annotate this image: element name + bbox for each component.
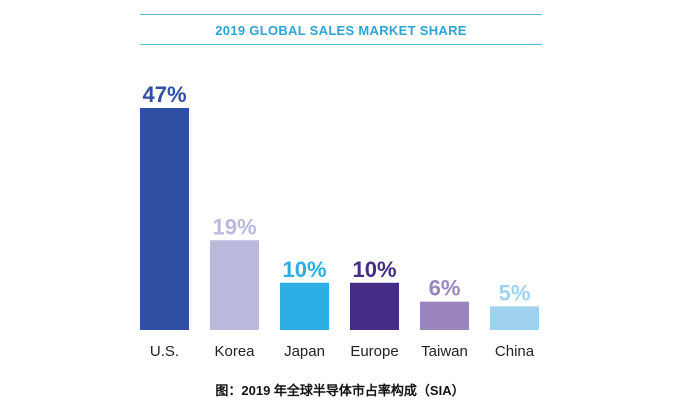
value-label: 6% (429, 276, 461, 301)
category-label: U.S. (150, 343, 179, 360)
value-label: 10% (352, 257, 396, 282)
category-label: Japan (284, 343, 325, 360)
value-label: 47% (142, 82, 186, 107)
category-label: Korea (214, 343, 255, 360)
title-top-rule (140, 14, 542, 15)
figure-caption: 图：2019 年全球半导体市占率构成（SIA） (215, 383, 465, 398)
category-label: China (495, 343, 535, 360)
bar-japan (280, 282, 329, 330)
category-label: Taiwan (421, 343, 468, 360)
bar-taiwan (420, 301, 469, 330)
title-bottom-rule (140, 44, 542, 45)
chart-title: 2019 GLOBAL SALES MARKET SHARE (215, 23, 467, 38)
value-label: 5% (499, 280, 531, 305)
category-label: Europe (350, 343, 398, 360)
bar-korea (210, 240, 259, 330)
bar-europe (350, 282, 399, 330)
bar-us (140, 108, 189, 330)
value-label: 19% (212, 214, 256, 239)
value-label: 10% (282, 257, 326, 282)
bar-china (490, 306, 539, 330)
